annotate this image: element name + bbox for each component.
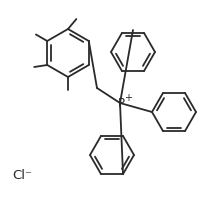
Text: P: P — [117, 97, 125, 110]
Text: +: + — [124, 93, 132, 102]
Text: Cl⁻: Cl⁻ — [12, 169, 32, 182]
